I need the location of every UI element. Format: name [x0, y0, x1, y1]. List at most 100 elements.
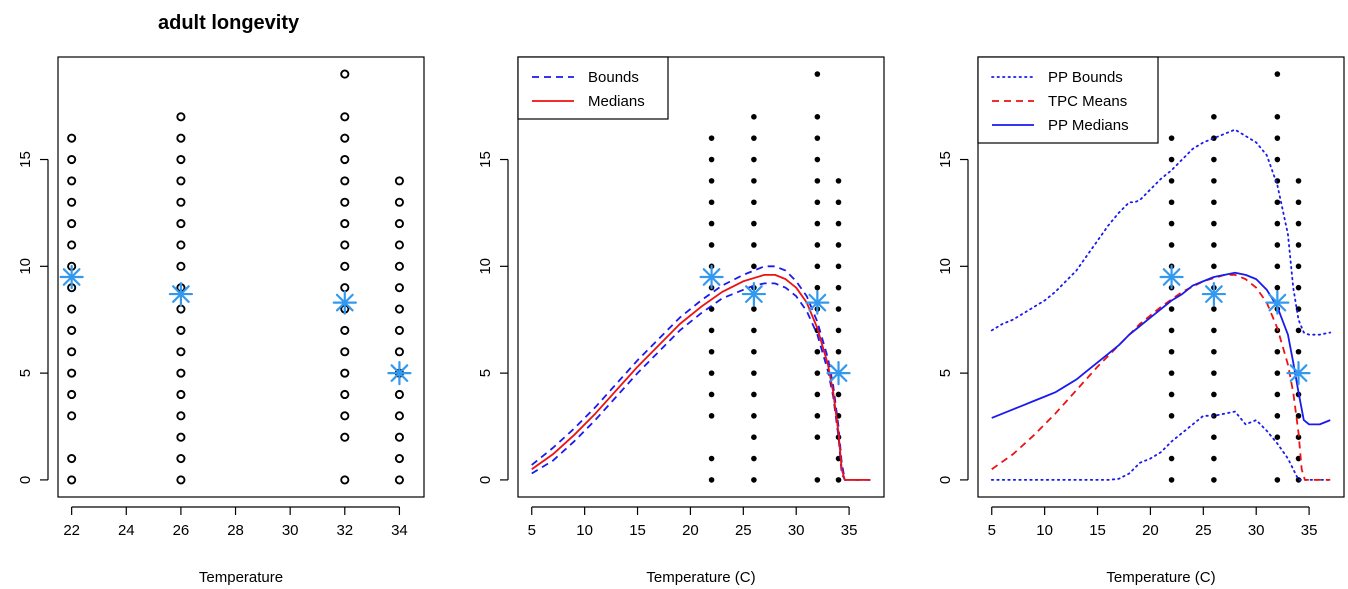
panel3-point-26-1: [1211, 455, 1217, 462]
panel2-point-26-14: [751, 178, 757, 184]
panel1-point-26-0: [176, 475, 186, 485]
panel1-x-tick-label-34: 34: [391, 522, 408, 539]
panel3-point-34-7: [1295, 327, 1302, 334]
panel3-point-32-9: [1274, 284, 1281, 291]
panel3-mean-star-ray: [1205, 285, 1223, 303]
panel2-point-34-6: [835, 348, 842, 355]
panel2-legend-label-0: Bounds: [588, 69, 639, 86]
panel2-mean-star-ray: [745, 285, 763, 303]
panel1-point-34-11: [394, 240, 404, 250]
panel1-point-22-12: [67, 219, 77, 229]
panel2-point-34-14: [835, 178, 842, 184]
panel2-point-32-17: [814, 114, 821, 120]
panel3-x-tick-label-35: 35: [1301, 522, 1318, 539]
panel3-point-32-19: [1274, 71, 1281, 77]
panel2-series-line-band-1: [531, 282, 871, 481]
panel1-point-34-3: [394, 411, 404, 421]
panel2-point-34-7: [835, 327, 842, 334]
panel1-point-32-15: [340, 154, 350, 165]
panel1-mean-star-ray: [62, 268, 81, 286]
panel2-mean-star-26: [741, 281, 766, 307]
panel3-point-22-1: [1168, 455, 1175, 462]
panel3-series-line-pp-bounds: [990, 128, 1332, 336]
panel1-point-22-13: [67, 197, 77, 207]
panel1-y-tick-label-15: 15: [17, 151, 34, 168]
panel1-point-32-10: [340, 261, 350, 271]
panel2-x-tick-label-25: 25: [735, 522, 752, 539]
panel1-point-26-1: [176, 454, 186, 464]
panel3-point-34-0: [1295, 477, 1302, 483]
panel3-point-32-13: [1274, 199, 1281, 206]
panel2-point-32-3: [814, 413, 821, 419]
panel1-point-34-0: [394, 475, 404, 485]
panel3-point-26-8: [1211, 306, 1217, 312]
panel2-point-32-15: [814, 156, 821, 163]
panel3-mean-star-ray: [1268, 293, 1287, 312]
panel2-mean-star-22: [699, 264, 724, 290]
panel2-point-22-5: [708, 370, 715, 376]
panel1-point-32-0: [340, 475, 350, 485]
panel1-point-22-14: [67, 176, 77, 186]
panel1-point-34-9: [394, 283, 404, 293]
panel1-point-26-5: [176, 368, 186, 378]
panel1-point-34-7: [394, 325, 404, 335]
panel1-point-32-7: [340, 325, 350, 335]
panel3-x-tick-label-15: 15: [1089, 522, 1106, 539]
panel1-point-26-16: [176, 133, 186, 143]
panel1-point-26-17: [176, 112, 186, 122]
panel2-mean-star-ray: [829, 364, 848, 382]
panel3-point-34-14: [1295, 178, 1302, 184]
panel2-point-26-10: [751, 263, 757, 270]
panel2-point-32-6: [814, 348, 821, 355]
panel2-y-tick-label-15: 15: [477, 151, 494, 168]
panel3-point-32-12: [1274, 220, 1281, 227]
panel3-point-32-10: [1274, 263, 1281, 270]
panel2-point-22-6: [708, 348, 715, 355]
panel3-point-34-12: [1295, 220, 1302, 227]
panel2-point-34-4: [835, 391, 842, 398]
panel1-point-22-0: [67, 475, 77, 485]
panel1-point-22-6: [67, 347, 77, 357]
panel2-x-tick-label-20: 20: [682, 522, 699, 539]
panel2-point-32-9: [814, 284, 821, 291]
panel1-mean-star-34: [387, 361, 412, 386]
panel3-point-22-4: [1168, 391, 1175, 398]
panel3-point-22-12: [1168, 220, 1175, 227]
panel3-mean-star-32: [1265, 290, 1290, 315]
panel1-point-34-2: [394, 432, 404, 442]
panel1-point-22-5: [67, 368, 77, 378]
panel3-y-tick-label-10: 10: [937, 258, 954, 275]
panel1-x-tick-label-22: 22: [63, 522, 80, 539]
panel2-series-line-medians: [531, 273, 871, 481]
panel3-mean-star-ray: [1289, 364, 1308, 382]
panel2-mean-star-ray: [702, 268, 721, 286]
panel3-point-26-12: [1211, 220, 1217, 227]
panel2-point-32-11: [814, 242, 821, 248]
panel1-point-26-13: [176, 197, 186, 207]
panel1-point-34-10: [394, 261, 404, 271]
panel3-legend-label-1: TPC Means: [1048, 93, 1127, 110]
panel2-point-22-12: [708, 220, 715, 227]
panel2-x-tick-label-10: 10: [576, 522, 593, 539]
panel1-point-32-16: [340, 133, 350, 143]
panel1-point-32-11: [340, 240, 350, 250]
panel2-point-26-12: [751, 220, 757, 227]
panel2-mean-star-34: [826, 361, 851, 386]
panel1-point-22-7: [67, 325, 77, 335]
panel3-point-34-13: [1295, 199, 1302, 206]
panel1-x-tick-label-30: 30: [282, 522, 299, 539]
panel3-point-26-13: [1211, 199, 1217, 206]
panel3-point-32-16: [1274, 135, 1281, 141]
panel3-point-26-15: [1211, 156, 1217, 163]
panel3-series-line-tpc-means: [991, 273, 1331, 481]
panel2-y-tick-label-0: 0: [477, 476, 494, 484]
panel3-series-line-pp-medians: [991, 271, 1331, 426]
panel1-mean-star-ray: [172, 285, 190, 303]
panel2-point-26-4: [751, 391, 757, 398]
panel2-y-tick-label-10: 10: [477, 258, 494, 275]
panel3-point-32-11: [1274, 242, 1281, 248]
panel1-y-tick-label-5: 5: [17, 369, 34, 377]
panel2-point-26-11: [751, 242, 757, 248]
panel3-point-22-14: [1168, 178, 1175, 184]
